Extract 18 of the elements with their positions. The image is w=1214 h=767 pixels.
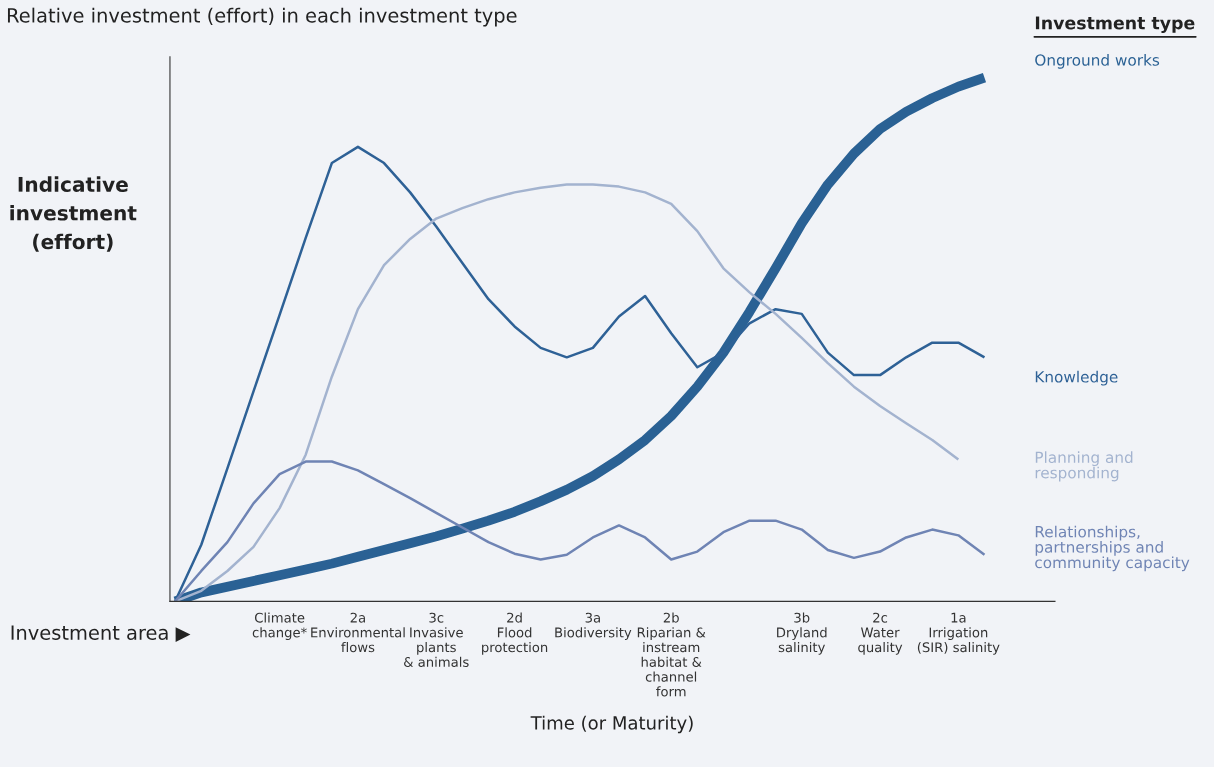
x-tick-label: 2a Environmental flows [311, 612, 405, 653]
x-tick-label: 3a Biodiversity [555, 612, 632, 640]
x-tick-label: Climate change* [252, 612, 307, 640]
text: Onground works [1035, 53, 1160, 69]
x-tick-label: 2c Water quality [858, 612, 903, 655]
x-axis-title: Time (or Maturity) [530, 715, 693, 734]
text: Investment area ▶ [11, 625, 191, 643]
text: Knowledge [1035, 370, 1118, 386]
x-tick-label: 3b Dryland salinity [777, 612, 827, 655]
text: Planning and responding [1035, 451, 1133, 482]
legend-title: Investment type [1035, 16, 1195, 33]
x-tick-label: 2b Riparian & instream habitat & channel form [637, 612, 706, 697]
chart-title: Relative investment (effort) in each investment type [7, 7, 517, 27]
x-tick-label: 2d Flood protection [482, 612, 548, 655]
text: Relationships, partnerships and community capacity [1035, 525, 1190, 572]
x-tick-label: 1a Irrigation (SIR) salinity [917, 612, 1000, 655]
x-tick-label: 3c Invasive plants & animals [404, 612, 469, 667]
y-axis-title: Indicative investment (effort) [10, 176, 137, 252]
